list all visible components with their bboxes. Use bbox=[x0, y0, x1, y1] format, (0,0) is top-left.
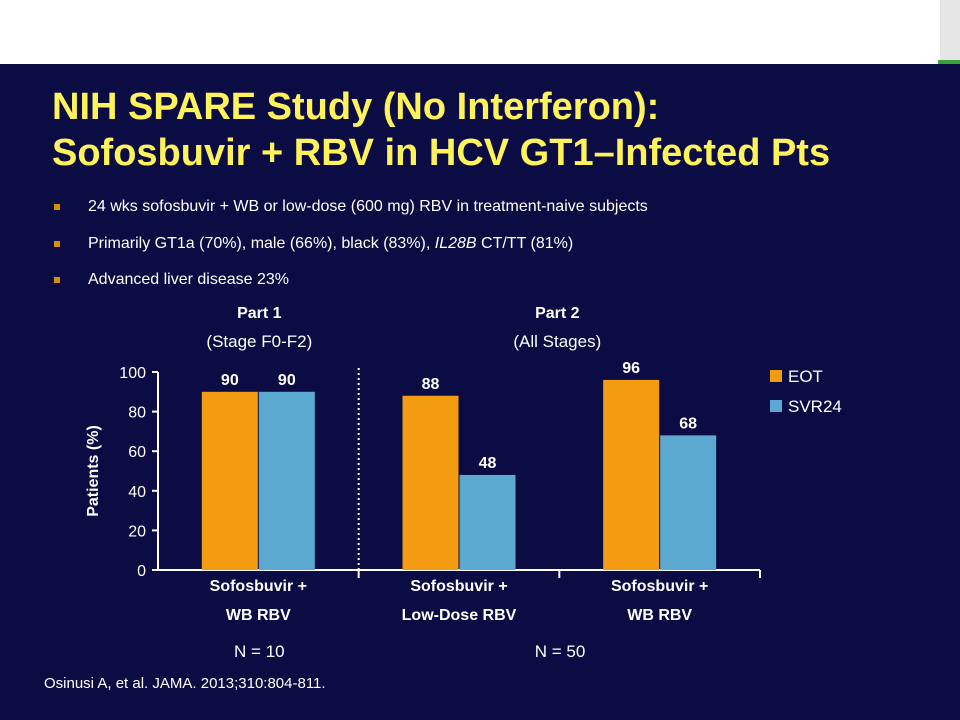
data-label: 88 bbox=[422, 376, 440, 393]
category-label: WB RBV bbox=[627, 607, 692, 624]
bullet-text-italic: IL28B bbox=[434, 234, 477, 252]
bullet-item: Primarily GT1a (70%), male (66%), black … bbox=[52, 233, 648, 270]
bar-svr24 bbox=[258, 391, 315, 570]
y-axis-title: Patients (%) bbox=[85, 425, 102, 517]
bullet-text: 24 wks sofosbuvir + WB or low-dose (600 … bbox=[88, 198, 648, 215]
category-label: Sofosbuvir + bbox=[611, 578, 708, 595]
bar-eot bbox=[603, 379, 660, 570]
square-bullet-icon bbox=[54, 204, 60, 210]
y-tick-label: 0 bbox=[137, 563, 146, 580]
bullet-text: Advanced liver disease 23% bbox=[88, 271, 290, 288]
title-line-2: Sofosbuvir + RBV in HCV GT1–Infected Pts bbox=[52, 132, 831, 174]
legend-swatch bbox=[770, 370, 782, 382]
bullet-item: Advanced liver disease 23% bbox=[52, 269, 648, 306]
data-label: 90 bbox=[221, 372, 239, 389]
data-label: 96 bbox=[622, 360, 640, 377]
bullet-list: 24 wks sofosbuvir + WB or low-dose (600 … bbox=[52, 196, 648, 306]
legend-label: SVR24 bbox=[788, 397, 842, 416]
category-label: WB RBV bbox=[226, 607, 291, 624]
y-tick-label: 40 bbox=[128, 484, 146, 501]
category-label: Sofosbuvir + bbox=[410, 578, 507, 595]
square-bullet-icon bbox=[54, 277, 60, 283]
data-label: 48 bbox=[479, 455, 497, 472]
part-subtitle: (All Stages) bbox=[513, 332, 601, 351]
data-label: 90 bbox=[278, 372, 296, 389]
category-label: Sofosbuvir + bbox=[210, 578, 307, 595]
data-label: 68 bbox=[679, 415, 697, 432]
legend-swatch bbox=[770, 400, 782, 412]
citation: Osinusi A, et al. JAMA. 2013;310:804-811… bbox=[44, 675, 326, 692]
bar-svr24 bbox=[660, 435, 717, 570]
bar-eot bbox=[201, 391, 258, 570]
part-title: Part 1 bbox=[237, 305, 282, 322]
square-bullet-icon bbox=[54, 240, 60, 247]
y-tick-label: 60 bbox=[128, 444, 146, 461]
title-line-1: NIH SPARE Study (No Interferon): bbox=[52, 86, 660, 128]
category-label: Low-Dose RBV bbox=[402, 607, 517, 624]
header-side-stripe bbox=[940, 0, 960, 62]
y-tick-label: 80 bbox=[128, 405, 146, 422]
legend-label: EOT bbox=[788, 367, 823, 386]
bullet-text-tail: CT/TT (81%) bbox=[476, 234, 574, 252]
part-subtitle: (Stage F0-F2) bbox=[206, 332, 312, 351]
bullet-item: 24 wks sofosbuvir + WB or low-dose (600 … bbox=[52, 196, 648, 233]
y-tick-label: 20 bbox=[128, 523, 146, 540]
n-label: N = 50 bbox=[535, 642, 586, 661]
slide-title: NIH SPARE Study (No Interferon): Sofosbu… bbox=[52, 84, 942, 176]
part-title: Part 2 bbox=[535, 305, 580, 322]
header-accent bbox=[938, 60, 960, 64]
n-label: N = 10 bbox=[234, 642, 285, 661]
slide-header-bar bbox=[0, 0, 960, 64]
bar-eot bbox=[402, 395, 459, 570]
bullet-text: Primarily GT1a (70%), male (66%), black … bbox=[88, 234, 435, 252]
bar-svr24 bbox=[459, 474, 516, 570]
y-tick-label: 100 bbox=[119, 365, 146, 382]
